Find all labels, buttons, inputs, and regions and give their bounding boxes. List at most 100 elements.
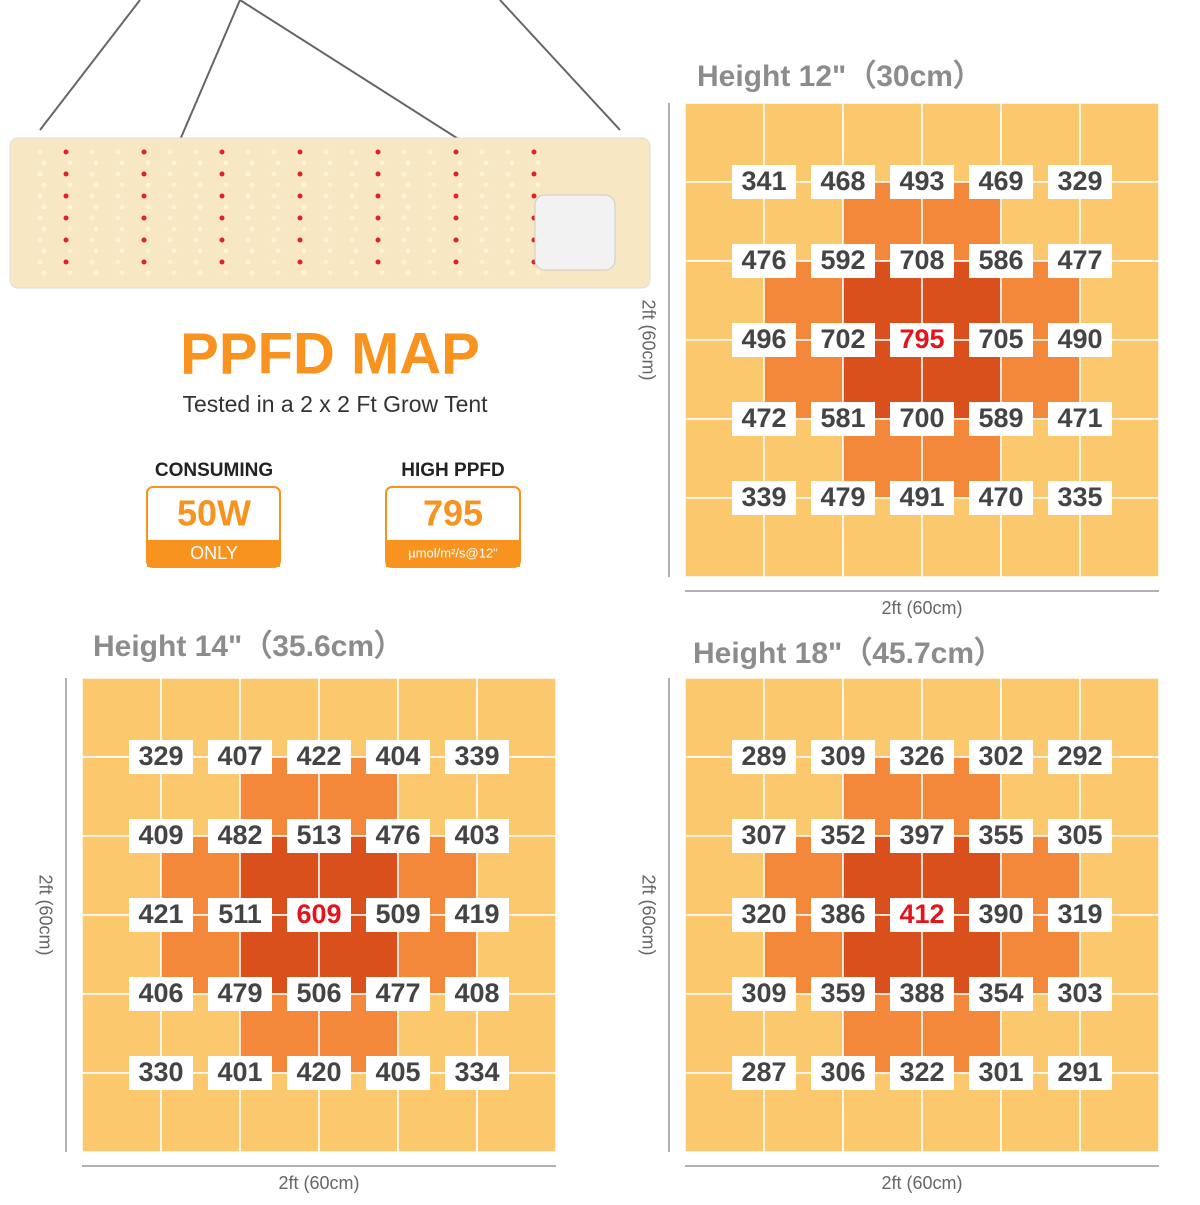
- value-box: [890, 898, 954, 932]
- value-box: [890, 1056, 954, 1090]
- ppfd-value: 359: [820, 978, 865, 1008]
- led: [249, 182, 255, 188]
- subtitle: Tested in a 2 x 2 Ft Grow Tent: [182, 391, 488, 417]
- ppfd-value: 490: [1057, 324, 1102, 354]
- led: [219, 193, 225, 199]
- led: [453, 259, 459, 265]
- ppfd-value: 330: [138, 1057, 183, 1087]
- led: [297, 215, 303, 221]
- bottom-label: 2ft (60cm): [881, 598, 962, 618]
- badge-band: [386, 540, 520, 567]
- led: [89, 171, 95, 177]
- value-box: [811, 323, 875, 357]
- led: [301, 270, 307, 276]
- ppfd-value: 319: [1057, 899, 1102, 929]
- value-box: [890, 323, 954, 357]
- badge-label: CONSUMING: [155, 460, 273, 481]
- led: [67, 182, 73, 188]
- value-box: [811, 740, 875, 774]
- led: [427, 193, 433, 199]
- led: [483, 226, 489, 232]
- led: [245, 171, 251, 177]
- led: [531, 193, 537, 199]
- value-box: [890, 165, 954, 199]
- led: [275, 204, 281, 210]
- value-box: [366, 977, 430, 1011]
- value-box: [969, 1056, 1033, 1090]
- led: [379, 270, 385, 276]
- led: [223, 160, 229, 166]
- ppfd-value: 477: [1057, 245, 1102, 275]
- led: [37, 193, 43, 199]
- ppfd-value: 326: [899, 741, 944, 771]
- led: [401, 237, 407, 243]
- led: [171, 204, 177, 210]
- led: [271, 237, 277, 243]
- led: [297, 237, 303, 243]
- led: [119, 182, 125, 188]
- value-box: [445, 740, 509, 774]
- led: [145, 226, 151, 232]
- led: [431, 182, 437, 188]
- led: [93, 226, 99, 232]
- led: [223, 226, 229, 232]
- led: [245, 215, 251, 221]
- led: [115, 237, 121, 243]
- led: [41, 160, 47, 166]
- ppfd-value: 708: [899, 245, 944, 275]
- led: [453, 193, 459, 199]
- led: [505, 193, 511, 199]
- led: [245, 237, 251, 243]
- value-box: [208, 977, 272, 1011]
- led: [301, 226, 307, 232]
- led: [509, 160, 515, 166]
- led: [67, 226, 73, 232]
- led: [67, 270, 73, 276]
- ppfd-value: 406: [138, 978, 183, 1008]
- led: [37, 237, 43, 243]
- led: [141, 237, 147, 243]
- led: [327, 270, 333, 276]
- ppfd-value: 472: [741, 403, 786, 433]
- led: [89, 215, 95, 221]
- led: [271, 171, 277, 177]
- ppfd-value: 287: [741, 1057, 786, 1087]
- led: [453, 237, 459, 243]
- led: [323, 149, 329, 155]
- value-box: [890, 244, 954, 278]
- map-cell: [684, 102, 765, 183]
- led: [89, 259, 95, 265]
- value-box: [811, 977, 875, 1011]
- led: [223, 182, 229, 188]
- led: [67, 204, 73, 210]
- value-box: [287, 740, 351, 774]
- led: [41, 248, 47, 254]
- badge-band: [147, 540, 280, 567]
- led: [167, 215, 173, 221]
- led: [167, 259, 173, 265]
- led: [119, 160, 125, 166]
- led: [327, 160, 333, 166]
- led: [505, 149, 511, 155]
- led: [167, 237, 173, 243]
- led: [193, 149, 199, 155]
- value-box: [208, 740, 272, 774]
- value-box: [129, 1056, 193, 1090]
- ppfd-value: 581: [820, 403, 865, 433]
- value-box: [732, 977, 796, 1011]
- ppfd-value: 339: [741, 482, 786, 512]
- led: [171, 182, 177, 188]
- ppfd-value: 397: [899, 820, 944, 850]
- led: [193, 171, 199, 177]
- ppfd-value: 302: [978, 741, 1023, 771]
- ppfd-value: 700: [899, 403, 944, 433]
- led: [171, 160, 177, 166]
- led: [483, 204, 489, 210]
- ppfd-value: 329: [1057, 166, 1102, 196]
- led: [479, 149, 485, 155]
- led: [375, 215, 381, 221]
- led: [453, 149, 459, 155]
- value-box: [1048, 977, 1112, 1011]
- led: [141, 149, 147, 155]
